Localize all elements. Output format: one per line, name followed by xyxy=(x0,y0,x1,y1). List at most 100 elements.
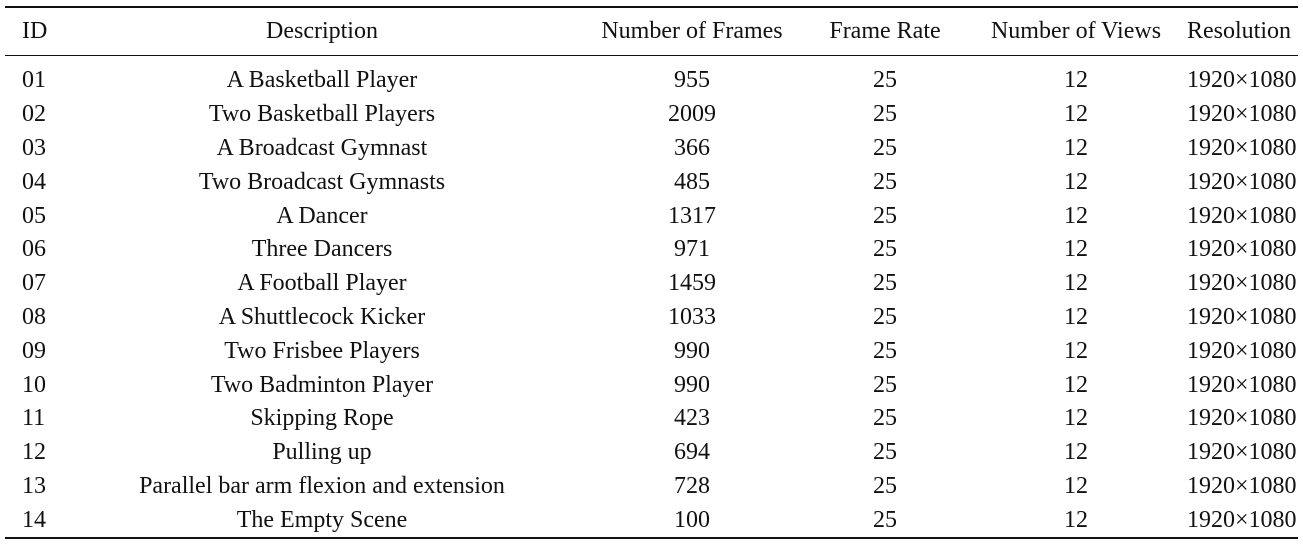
cell-number-of-frames: 971 xyxy=(674,236,710,263)
cell-description: Skipping Rope xyxy=(250,405,394,432)
cell-id: 12 xyxy=(22,439,46,466)
cell-number-of-views: 12 xyxy=(1064,202,1088,229)
cell-frame-rate: 25 xyxy=(873,337,897,364)
table-row: 10 Two Badminton Player 990 25 12 1920×1080 xyxy=(5,368,1298,402)
cell-id: 07 xyxy=(22,270,46,297)
cell-number-of-views: 12 xyxy=(1064,134,1088,161)
cell-frame-rate: 25 xyxy=(873,134,897,161)
cell-number-of-frames: 990 xyxy=(674,371,710,398)
cell-number-of-frames: 1317 xyxy=(668,202,716,229)
cell-id: 10 xyxy=(22,371,46,398)
cell-number-of-views: 12 xyxy=(1064,472,1088,499)
cell-number-of-views: 12 xyxy=(1064,270,1088,297)
cell-resolution: 1920×1080 xyxy=(1187,472,1297,499)
cell-id: 09 xyxy=(22,337,46,364)
cell-resolution: 1920×1080 xyxy=(1187,371,1297,398)
table-row: 02 Two Basketball Players 2009 25 12 1920×108… xyxy=(5,98,1298,132)
cell-frame-rate: 25 xyxy=(873,506,897,533)
cell-frame-rate: 25 xyxy=(873,472,897,499)
cell-resolution: 1920×1080 xyxy=(1187,67,1297,94)
cell-description: Two Basketball Players xyxy=(208,101,436,128)
header-id: ID xyxy=(22,18,48,44)
cell-number-of-views: 12 xyxy=(1064,168,1088,195)
cell-frame-rate: 25 xyxy=(873,236,897,263)
cell-frame-rate: 25 xyxy=(873,303,897,330)
cell-number-of-frames: 2009 xyxy=(668,101,716,128)
cell-number-of-views: 12 xyxy=(1064,371,1088,398)
cell-number-of-frames: 990 xyxy=(674,337,710,364)
cell-number-of-views: 12 xyxy=(1064,67,1088,94)
header-resolution: Resolution xyxy=(1187,18,1292,44)
cell-resolution: 1920×1080 xyxy=(1187,439,1297,466)
cell-number-of-frames: 366 xyxy=(674,134,710,161)
dataset-table-container: ID Description Number of Frames Frame Ra… xyxy=(5,6,1298,539)
cell-resolution: 1920×1080 xyxy=(1187,236,1297,263)
cell-resolution: 1920×1080 xyxy=(1187,270,1297,297)
cell-resolution: 1920×1080 xyxy=(1187,506,1297,533)
cell-number-of-frames: 100 xyxy=(674,506,710,533)
table-row: 12 Pulling up 694 25 12 1920×1080 xyxy=(5,436,1298,470)
table-row: 07 A Football Player 1459 25 12 1920×1080 xyxy=(5,267,1298,301)
cell-number-of-views: 12 xyxy=(1064,506,1088,533)
cell-number-of-views: 12 xyxy=(1064,405,1088,432)
cell-resolution: 1920×1080 xyxy=(1187,134,1297,161)
cell-resolution: 1920×1080 xyxy=(1187,405,1297,432)
cell-resolution: 1920×1080 xyxy=(1187,101,1297,128)
table-row: 01 A Basketball Player 955 25 12 1920×1080 xyxy=(5,56,1298,98)
cell-resolution: 1920×1080 xyxy=(1187,337,1297,364)
cell-description: A Basketball Player xyxy=(226,67,418,94)
cell-id: 02 xyxy=(22,101,46,128)
cell-number-of-frames: 955 xyxy=(674,67,710,94)
dataset-table: ID Description Number of Frames Frame Ra… xyxy=(5,6,1298,539)
header-row: ID Description Number of Frames Frame Ra… xyxy=(5,7,1298,56)
cell-number-of-frames: 728 xyxy=(674,472,710,499)
table-row: 03 A Broadcast Gymnast 366 25 12 1920×1080 xyxy=(5,132,1298,166)
cell-description: A Shuttlecock Kicker xyxy=(218,303,426,330)
table-header: ID Description Number of Frames Frame Ra… xyxy=(5,7,1298,56)
cell-frame-rate: 25 xyxy=(873,101,897,128)
header-frame-rate: Frame Rate xyxy=(829,18,941,44)
cell-description: Three Dancers xyxy=(251,236,393,263)
cell-frame-rate: 25 xyxy=(873,439,897,466)
cell-resolution: 1920×1080 xyxy=(1187,303,1297,330)
cell-number-of-frames: 694 xyxy=(674,439,710,466)
cell-number-of-frames: 1033 xyxy=(668,303,716,330)
table-row: 11 Skipping Rope 423 25 12 1920×1080 xyxy=(5,402,1298,436)
cell-id: 14 xyxy=(22,506,46,533)
cell-description: Two Badminton Player xyxy=(210,371,434,398)
cell-id: 11 xyxy=(22,405,46,432)
cell-number-of-views: 12 xyxy=(1064,236,1088,263)
cell-resolution: 1920×1080 xyxy=(1187,202,1297,229)
table-body: 01 A Basketball Player 955 25 12 1920×1080 02 T… xyxy=(5,56,1298,539)
header-description: Description xyxy=(266,18,378,44)
cell-number-of-views: 12 xyxy=(1064,303,1088,330)
cell-id: 04 xyxy=(22,168,46,195)
cell-description: Pulling up xyxy=(272,439,372,466)
cell-description: Two Frisbee Players xyxy=(224,337,420,364)
table-row: 06 Three Dancers 971 25 12 1920×1080 xyxy=(5,233,1298,267)
cell-number-of-views: 12 xyxy=(1064,439,1088,466)
table-row: 04 Two Broadcast Gymnasts 485 25 12 1920×1080 xyxy=(5,165,1298,199)
cell-number-of-frames: 1459 xyxy=(668,270,716,297)
table-row: 14 The Empty Scene 100 25 12 1920×1080 xyxy=(5,503,1298,539)
cell-id: 13 xyxy=(22,472,46,499)
cell-description: The Empty Scene xyxy=(236,506,408,533)
header-number-of-views: Number of Views xyxy=(990,18,1162,44)
cell-description: Parallel bar arm flexion and extension xyxy=(139,472,505,499)
cell-number-of-views: 12 xyxy=(1064,337,1088,364)
cell-frame-rate: 25 xyxy=(873,270,897,297)
cell-description: A Football Player xyxy=(237,270,407,297)
cell-frame-rate: 25 xyxy=(873,405,897,432)
cell-frame-rate: 25 xyxy=(873,168,897,195)
table-row: 13 Parallel bar arm flexion and extension… xyxy=(5,470,1298,504)
cell-number-of-frames: 485 xyxy=(674,168,710,195)
table-row: 08 A Shuttlecock Kicker 1033 25 12 1920×1080 xyxy=(5,301,1298,335)
cell-id: 03 xyxy=(22,134,46,161)
cell-frame-rate: 25 xyxy=(873,371,897,398)
cell-description: A Dancer xyxy=(276,202,368,229)
header-number-of-frames: Number of Frames xyxy=(601,18,783,44)
table-row: 05 A Dancer 1317 25 12 1920×1080 xyxy=(5,199,1298,233)
cell-id: 05 xyxy=(22,202,46,229)
table-row: 09 Two Frisbee Players 990 25 12 1920×1080 xyxy=(5,334,1298,368)
cell-frame-rate: 25 xyxy=(873,202,897,229)
